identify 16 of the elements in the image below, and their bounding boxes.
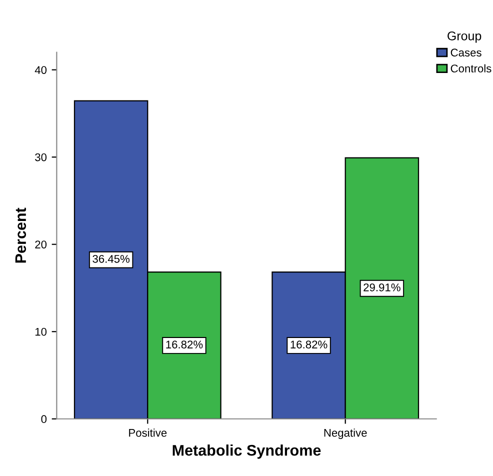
x-tick-label: Negative bbox=[324, 428, 367, 439]
data-label: 36.45% bbox=[92, 254, 130, 263]
y-tick-label: 30 bbox=[35, 153, 47, 162]
y-tick-label: 10 bbox=[35, 328, 47, 336]
data-label: 16.82% bbox=[290, 340, 328, 348]
legend-title: Group bbox=[448, 31, 482, 43]
x-tick-label: Positive bbox=[129, 428, 167, 437]
y-tick-label: 40 bbox=[34, 66, 47, 74]
y-axis-title: Percent bbox=[15, 208, 26, 263]
legend-label: Cases bbox=[450, 48, 482, 57]
legend-label: Controls bbox=[450, 64, 492, 72]
y-tick-label: 0 bbox=[41, 415, 47, 424]
x-axis-title: Metabolic Syndrome bbox=[172, 444, 321, 459]
y-tick-label: 20 bbox=[35, 240, 47, 248]
data-label: 29.91% bbox=[364, 283, 400, 292]
data-label: 16.82% bbox=[166, 340, 203, 348]
